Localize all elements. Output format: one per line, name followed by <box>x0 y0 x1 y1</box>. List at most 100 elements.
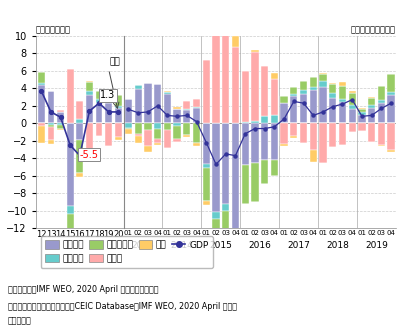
Bar <box>358 112 366 114</box>
Bar <box>174 107 181 109</box>
Bar <box>57 129 64 130</box>
Bar <box>212 4 220 10</box>
Bar <box>388 150 395 152</box>
Bar <box>280 96 288 103</box>
Bar <box>388 123 395 150</box>
Bar <box>105 103 112 123</box>
Bar <box>310 77 317 87</box>
Bar <box>300 90 307 94</box>
Bar <box>339 99 346 102</box>
Bar <box>358 114 366 123</box>
Bar <box>222 211 229 270</box>
Bar <box>358 123 366 131</box>
Bar <box>271 115 278 123</box>
Bar <box>193 123 200 143</box>
Bar <box>339 102 346 123</box>
Bar <box>154 139 161 142</box>
Bar <box>57 123 64 125</box>
Text: 2016: 2016 <box>248 241 271 250</box>
Bar <box>329 123 336 147</box>
Bar <box>144 146 152 152</box>
Bar <box>310 87 317 90</box>
Bar <box>339 86 346 99</box>
Bar <box>125 123 132 128</box>
Bar <box>134 123 142 134</box>
Bar <box>38 123 45 126</box>
Bar <box>378 145 385 146</box>
Bar <box>115 106 122 108</box>
Bar <box>222 7 229 22</box>
Bar <box>310 150 317 162</box>
Bar <box>183 123 190 135</box>
Bar <box>242 165 249 204</box>
Bar <box>38 126 45 142</box>
Bar <box>38 85 45 123</box>
Bar <box>368 98 375 105</box>
Bar <box>183 110 190 123</box>
Bar <box>348 93 356 105</box>
Bar <box>164 130 171 148</box>
Bar <box>193 99 200 107</box>
Bar <box>300 123 307 143</box>
Bar <box>203 164 210 168</box>
Bar <box>164 92 171 95</box>
Bar <box>232 123 239 235</box>
Bar <box>348 123 356 132</box>
Bar <box>261 116 268 123</box>
Bar <box>115 95 122 106</box>
Bar <box>96 123 102 136</box>
Bar <box>319 73 327 74</box>
Bar <box>310 90 317 123</box>
Bar <box>125 99 132 123</box>
Bar <box>310 123 317 150</box>
Bar <box>319 123 327 163</box>
Bar <box>368 123 375 141</box>
Bar <box>174 109 181 123</box>
Bar <box>164 95 171 123</box>
Bar <box>76 173 83 177</box>
Text: 1.3: 1.3 <box>100 90 115 100</box>
Bar <box>300 81 307 90</box>
Bar <box>378 86 385 100</box>
Bar <box>358 109 366 112</box>
Bar <box>154 123 161 128</box>
Bar <box>67 69 74 123</box>
Bar <box>222 22 229 123</box>
Bar <box>48 140 54 144</box>
Bar <box>125 129 132 134</box>
Bar <box>76 140 83 173</box>
Bar <box>251 123 258 163</box>
Bar <box>96 91 102 99</box>
Bar <box>319 81 327 87</box>
Bar <box>57 112 64 123</box>
Bar <box>290 96 298 123</box>
Bar <box>125 128 132 129</box>
Bar <box>67 214 74 265</box>
Bar <box>319 87 327 123</box>
Bar <box>348 91 356 93</box>
Bar <box>193 109 200 123</box>
Bar <box>154 84 161 123</box>
Bar <box>290 87 298 95</box>
Bar <box>348 105 356 109</box>
Bar <box>251 52 258 121</box>
Bar <box>86 81 93 82</box>
Bar <box>290 123 298 136</box>
Bar <box>86 123 93 153</box>
Bar <box>134 136 142 142</box>
Bar <box>144 130 152 146</box>
Bar <box>183 109 190 110</box>
Bar <box>378 100 385 103</box>
Bar <box>280 123 288 144</box>
Bar <box>222 204 229 211</box>
Bar <box>290 95 298 96</box>
Bar <box>388 92 395 95</box>
Legend: 家計消費, 政府支出, 総資本形成, 純輸出, 誤差, GDP: 家計消費, 政府支出, 総資本形成, 純輸出, 誤差, GDP <box>40 236 213 268</box>
Bar <box>232 243 239 296</box>
Bar <box>134 85 142 89</box>
Bar <box>164 123 171 130</box>
Bar <box>271 123 278 160</box>
Bar <box>154 128 161 139</box>
Bar <box>57 110 64 112</box>
Bar <box>48 123 54 125</box>
